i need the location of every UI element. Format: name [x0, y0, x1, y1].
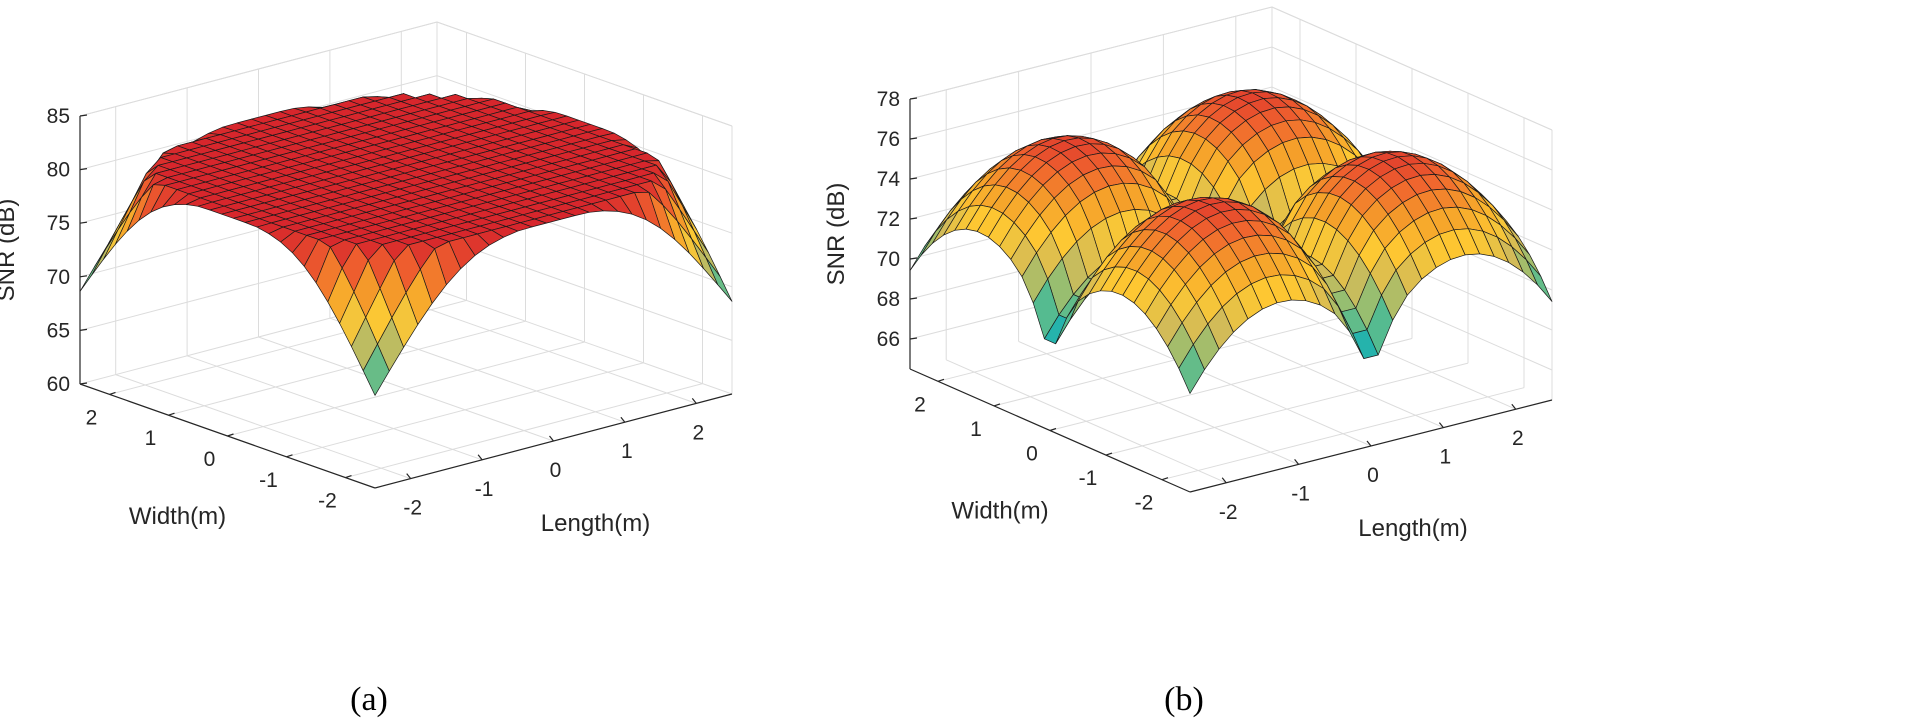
z-tick-label: 78 — [877, 88, 900, 111]
panel-b-axes: -2 -1 0 1 2 -2 -1 0 1 2 66 68 70 72 74 76 78 — [877, 88, 1553, 524]
y-tick-mark — [345, 475, 352, 479]
x-tick-label: -1 — [475, 478, 494, 501]
y-tick-label: 1 — [970, 418, 982, 441]
panel-a: -2 -1 0 1 2 -2 -1 0 1 2 60 65 70 75 80 85 Length(m) Width… — [0, 21, 733, 718]
grid-line — [79, 21, 438, 117]
panel-b-ylabel: Width(m) — [951, 498, 1048, 525]
grid-line — [1105, 362, 1469, 456]
panel-a-zlabel: SNR (dB) — [0, 199, 20, 302]
z-tick-mark — [79, 221, 88, 224]
surface-patch — [1178, 344, 1205, 394]
z-tick-mark — [909, 177, 918, 180]
grid-line — [227, 341, 585, 437]
y-tick-label: 1 — [145, 427, 157, 450]
z-tick-mark — [79, 275, 88, 278]
x-tick-mark — [406, 473, 412, 479]
x-tick-label: -2 — [1219, 501, 1238, 524]
z-tick-mark — [909, 257, 918, 260]
x-tick-mark — [1511, 403, 1517, 410]
grid-line — [436, 21, 733, 127]
x-tick-mark — [549, 435, 554, 442]
grid-line — [909, 6, 1273, 100]
grid-line — [168, 320, 526, 416]
y-tick-label: 2 — [86, 406, 98, 429]
y-tick-mark — [168, 412, 175, 416]
z-tick-label: 70 — [877, 248, 900, 271]
panel-a-xlabel: Length(m) — [541, 510, 650, 537]
y-tick-label: -1 — [1079, 467, 1098, 490]
z-tick-label: 60 — [47, 373, 70, 396]
z-tick-mark — [79, 328, 88, 331]
panel-a-axes: -2 -1 0 1 2 -2 -1 0 1 2 60 65 70 75 80 85 — [47, 105, 733, 520]
x-tick-label: 1 — [621, 440, 633, 463]
z-tick-mark — [79, 114, 88, 117]
z-tick-mark — [909, 217, 918, 220]
y-tick-mark — [227, 433, 234, 437]
y-tick-mark — [109, 391, 116, 395]
z-tick-label: 66 — [877, 328, 900, 351]
y-tick-mark — [1049, 427, 1057, 432]
surface-patch — [79, 248, 107, 292]
y-tick-label: -1 — [259, 469, 278, 492]
z-tick-mark — [909, 97, 918, 100]
x-tick-label: 0 — [550, 459, 562, 482]
panel-b-surface — [909, 89, 1553, 394]
y-tick-label: -2 — [1135, 492, 1154, 515]
x-tick-label: 2 — [1512, 427, 1524, 450]
panel-b: -2 -1 0 1 2 -2 -1 0 1 2 66 68 70 72 74 76 78 Length(m) Wid… — [823, 6, 1553, 718]
z-tick-label: 75 — [47, 212, 70, 235]
grid-line — [1049, 338, 1413, 431]
grid-line — [1271, 6, 1553, 131]
y-tick-mark — [1161, 477, 1169, 481]
grid-line — [286, 362, 644, 458]
panel-a-ylabel: Width(m) — [129, 503, 226, 530]
panel-b-xlabel: Length(m) — [1358, 515, 1467, 542]
z-tick-label: 70 — [47, 266, 70, 289]
y-tick-mark — [937, 378, 945, 382]
z-tick-mark — [79, 168, 88, 171]
z-tick-label: 85 — [47, 105, 70, 128]
z-tick-mark — [909, 297, 918, 300]
x-tick-mark — [1366, 440, 1372, 447]
y-tick-label: 0 — [204, 448, 216, 471]
z-tick-label: 65 — [47, 319, 70, 342]
y-tick-label: -2 — [318, 490, 337, 513]
x-tick-mark — [691, 398, 697, 404]
surface-patch — [362, 343, 390, 396]
z-tick-label: 68 — [877, 288, 900, 311]
x-tick-label: 0 — [1367, 464, 1379, 487]
y-tick-label: 2 — [914, 393, 926, 416]
y-tick-mark — [993, 403, 1001, 407]
x-tick-label: -1 — [1291, 482, 1310, 505]
z-tick-label: 74 — [877, 168, 901, 191]
x-tick-mark — [1438, 422, 1444, 428]
x-tick-mark — [620, 416, 626, 423]
x-tick-label: 1 — [1440, 446, 1452, 469]
x-tick-mark — [477, 454, 483, 461]
x-tick-mark — [1221, 477, 1227, 484]
z-tick-label: 76 — [877, 128, 900, 151]
y-tick-label: 0 — [1026, 443, 1038, 466]
panel-b-caption: (b) — [1164, 681, 1204, 718]
z-tick-mark — [79, 382, 88, 385]
panel-a-surface — [79, 93, 733, 396]
z-tick-mark — [909, 337, 918, 340]
surface-patch — [103, 212, 131, 260]
z-tick-label: 72 — [877, 208, 900, 231]
panel-a-caption: (a) — [350, 681, 388, 718]
z-tick-label: 80 — [47, 159, 70, 182]
z-tick-mark — [909, 137, 918, 140]
grid-line — [345, 383, 703, 479]
y-tick-mark — [286, 454, 293, 458]
x-tick-mark — [1294, 459, 1300, 465]
surface-patch — [920, 219, 948, 256]
y-tick-mark — [1105, 452, 1113, 456]
x-tick-label: -2 — [403, 497, 422, 520]
panel-b-zlabel: SNR (dB) — [823, 183, 850, 286]
grid-line — [1161, 387, 1525, 481]
x-tick-label: 2 — [692, 421, 704, 444]
